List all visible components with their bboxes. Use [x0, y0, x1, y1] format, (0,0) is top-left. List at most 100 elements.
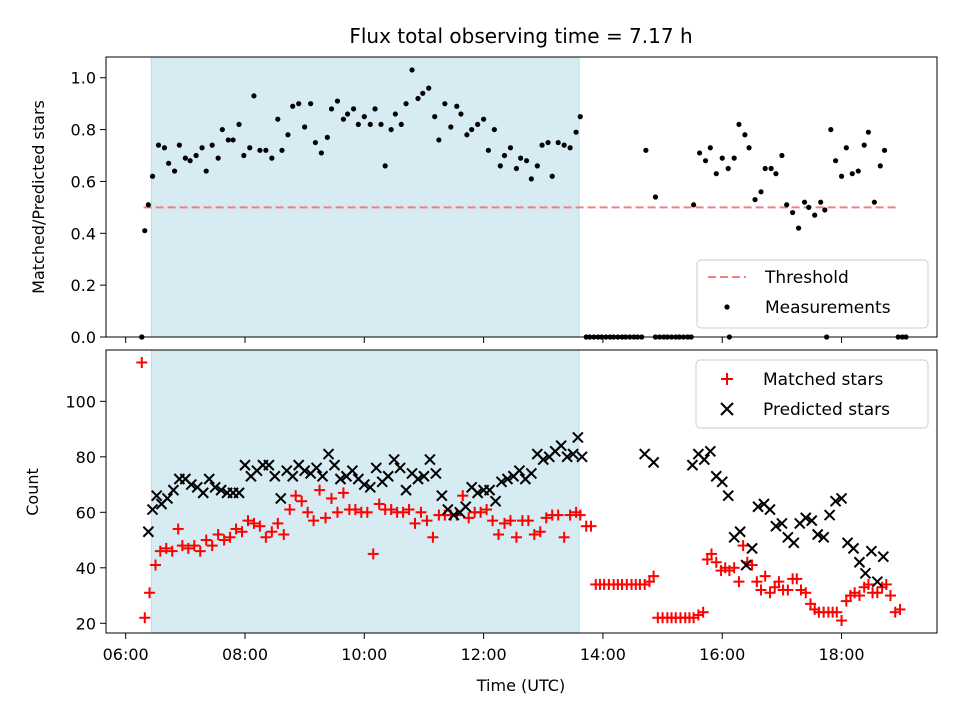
predicted-star-point [471, 487, 484, 499]
measurement-point [758, 189, 764, 195]
measurement-point [382, 163, 388, 169]
bottom-y-tick-label: 80 [76, 448, 96, 467]
measurement-point [746, 145, 752, 151]
measurement-point [513, 165, 520, 172]
matched-star-point [182, 542, 194, 554]
matched-star-point [746, 559, 758, 571]
matched-star-point [894, 603, 906, 615]
measurement-point [790, 209, 796, 216]
measurement-point [176, 142, 182, 148]
predicted-star-point [770, 520, 782, 532]
measurement-point [507, 145, 514, 151]
predicted-star-point [561, 451, 573, 463]
measurement-point [454, 103, 460, 109]
matched-star-point [248, 517, 260, 529]
predicted-star-point [448, 509, 460, 521]
bottom-x-tick-label: 06:00 [103, 645, 149, 664]
measurement-point [464, 132, 470, 138]
measurement-point [308, 101, 314, 107]
matched-star-point [475, 506, 487, 518]
predicted-star-point [776, 517, 788, 530]
measurement-point [806, 204, 812, 210]
matched-star-point [831, 606, 843, 618]
matched-star-point [764, 587, 776, 599]
predicted-star-point [734, 526, 746, 538]
measurement-point [155, 142, 162, 148]
predicted-stars-legend-label: Predicted stars [763, 400, 890, 420]
measurement-point [415, 95, 421, 102]
predicted-star-point [203, 473, 215, 485]
matched-star-point [206, 540, 218, 552]
predicted-star-point [847, 542, 860, 555]
measurement-point [236, 121, 242, 128]
matched-star-point [218, 534, 230, 546]
matched-star-point [254, 520, 266, 532]
measurement-point [182, 155, 188, 161]
predicted-star-point [334, 473, 347, 485]
predicted-star-point [722, 489, 734, 502]
matched-star-point [552, 509, 564, 521]
top-legend: Threshold Measurements [696, 259, 929, 329]
predicted-star-point [811, 528, 824, 541]
matched-star-point [154, 545, 166, 557]
bottom-x-tick-label: 18:00 [818, 645, 864, 664]
measurement-point [285, 132, 291, 138]
predicted-star-point [424, 453, 436, 466]
matched-star-point [487, 515, 499, 527]
measurement-point [302, 124, 308, 130]
predicted-star-point [161, 492, 174, 505]
matched-star-point [574, 509, 586, 521]
predicted-star-point [704, 445, 717, 457]
matched-star-point [325, 492, 337, 504]
predicted-star-point [316, 470, 329, 482]
threshold-legend-label: Threshold [764, 268, 849, 288]
predicted-star-point [823, 509, 836, 521]
matched-star-point [585, 520, 597, 532]
measurement-point [251, 93, 257, 99]
measurement-point [865, 129, 871, 135]
measurement-point [838, 173, 845, 179]
measurement-point [187, 158, 193, 164]
predicted-stars-legend-swatch [720, 402, 734, 416]
bottom-y-tick-label: 20 [76, 614, 96, 633]
measurement-point [172, 168, 178, 174]
measurement-point [877, 163, 883, 169]
measurement-point [328, 106, 335, 112]
predicted-star-point [460, 501, 472, 513]
measurement-point [367, 121, 373, 128]
predicted-star-point [197, 487, 209, 499]
measurement-point [801, 199, 808, 205]
predicted-star-point [233, 487, 245, 499]
predicted-star-point [835, 492, 848, 505]
predicted-star-point [576, 451, 588, 463]
measurement-point [849, 171, 855, 177]
measurement-point [691, 202, 697, 208]
matched-star-point [172, 523, 184, 535]
measurement-point [257, 147, 263, 153]
matched-star-point [361, 506, 373, 518]
top-y-tick-label: 0.4 [71, 224, 96, 243]
matched-star-point [800, 587, 812, 599]
bottom-x-tick-label: 10:00 [341, 645, 387, 664]
matched-star-point [194, 545, 206, 557]
matched-star-point [643, 576, 655, 588]
predicted-star-point [877, 550, 890, 563]
measurement-point [230, 137, 236, 143]
measurement-point [448, 124, 454, 130]
measurement-point [719, 155, 725, 161]
measurement-point [832, 158, 839, 164]
matched-star-point [840, 595, 852, 607]
measurement-point [731, 155, 737, 161]
matched-star-point [367, 548, 379, 560]
measurement-point [142, 228, 148, 234]
measurement-point [784, 202, 790, 208]
matched-star-point [782, 584, 794, 596]
measurement-point [725, 165, 731, 172]
measurement-point [812, 212, 818, 218]
measurement-point [241, 152, 247, 159]
measurement-point [469, 126, 475, 133]
matched-star-point [701, 553, 713, 565]
matched-star-point [314, 484, 326, 496]
measurement-point [219, 126, 225, 133]
measurement-point [518, 155, 524, 161]
